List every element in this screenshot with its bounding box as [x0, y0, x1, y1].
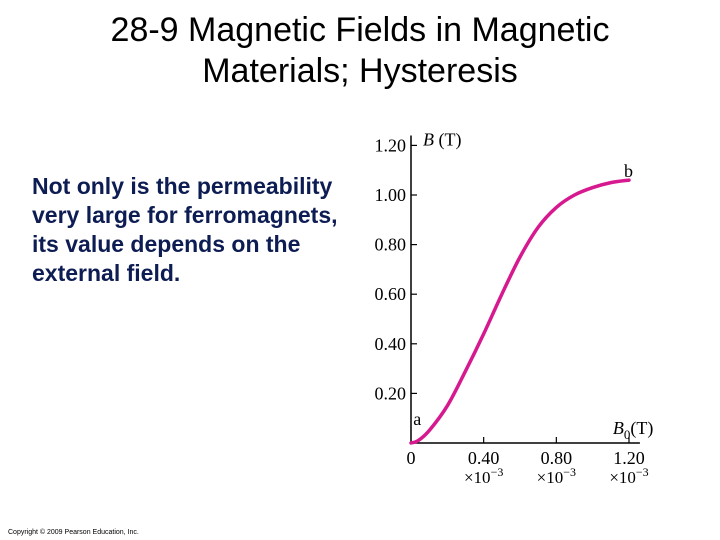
x-axis-label: B0(T): [613, 418, 653, 442]
x-tick-label: 0: [407, 448, 416, 468]
x-tick-label: 0.40: [468, 448, 500, 468]
x-tick-exponent-label: ×10−3: [537, 465, 576, 487]
x-tick-exponent-label: ×10−3: [609, 465, 648, 487]
slide-body-text: Not only is the permeability very large …: [32, 173, 338, 286]
x-tick-label: 0.80: [541, 448, 573, 468]
y-tick-label: 0.40: [375, 334, 407, 354]
y-tick-label: 1.00: [375, 185, 407, 205]
x-tick-exponent-label: ×10−3: [464, 465, 503, 487]
slide-title-line-2: Materials; Hysteresis: [202, 52, 518, 90]
point-label-b: b: [624, 161, 633, 181]
magnetization-curve: [409, 178, 631, 445]
y-tick-label: 0.20: [375, 383, 407, 403]
y-tick-label: 1.20: [375, 135, 407, 155]
point-label-a: a: [413, 409, 421, 429]
y-tick-label: 0.60: [375, 284, 407, 304]
copyright-notice: Copyright © 2009 Pearson Education, Inc.: [8, 529, 139, 536]
slide-title-line-1: 28-9 Magnetic Fields in Magnetic: [110, 11, 610, 49]
y-axis-label: B (T): [423, 129, 461, 150]
slide-title: 28-9 Magnetic Fields in Magnetic Materia…: [0, 10, 720, 92]
x-tick-label: 1.20: [613, 448, 645, 468]
y-tick-label: 0.80: [375, 235, 407, 255]
